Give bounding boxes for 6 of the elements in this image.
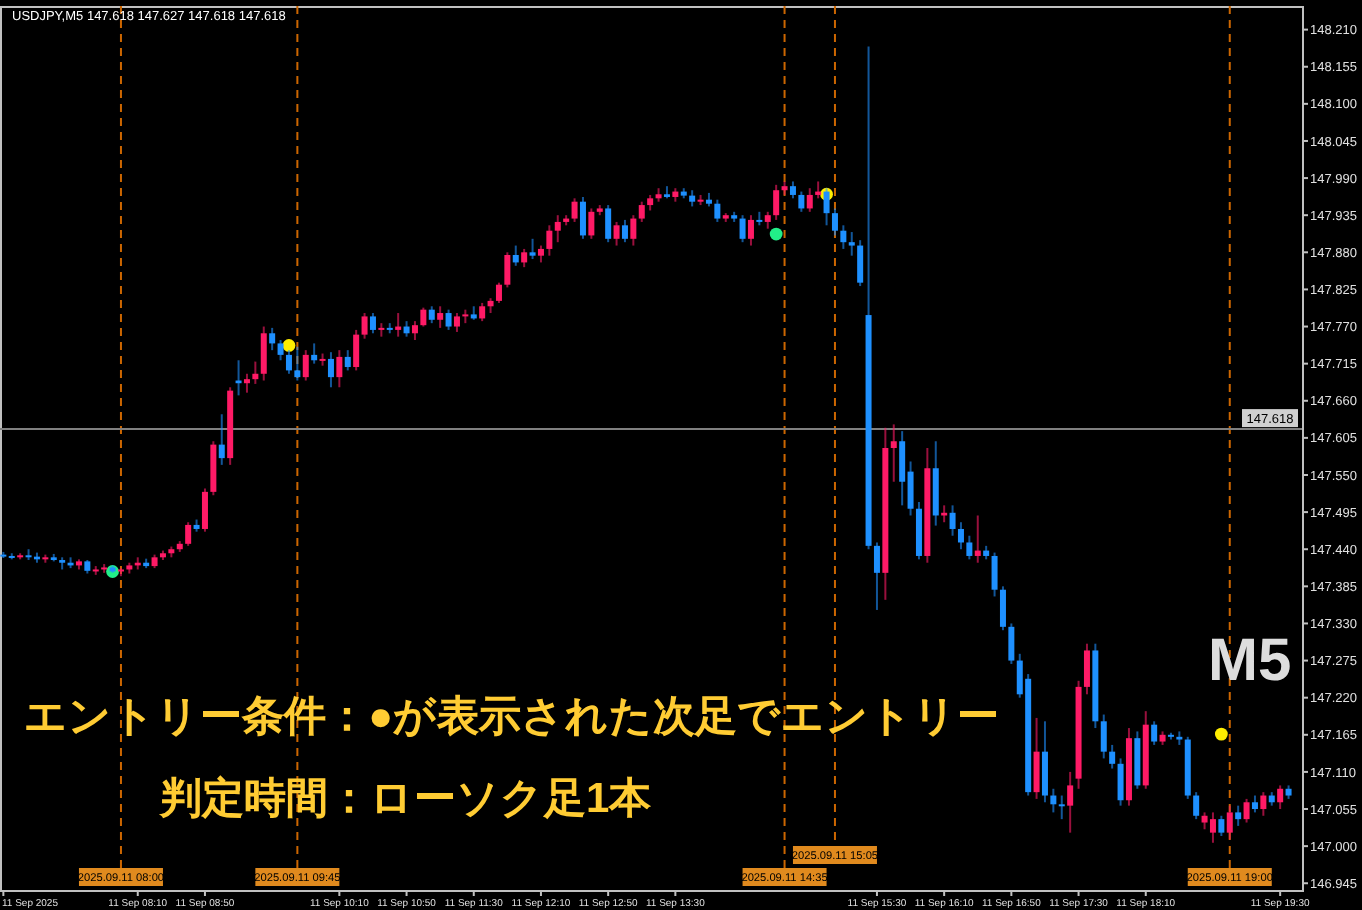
point (282, 339, 296, 352)
annotation: エントリー条件：●が表示された次足でエントリー (24, 694, 1000, 740)
point (1214, 727, 1228, 741)
annotation: M5 (1208, 628, 1292, 694)
point (769, 227, 783, 241)
annotation: 判定時間：ローソク足1本 (158, 774, 654, 822)
